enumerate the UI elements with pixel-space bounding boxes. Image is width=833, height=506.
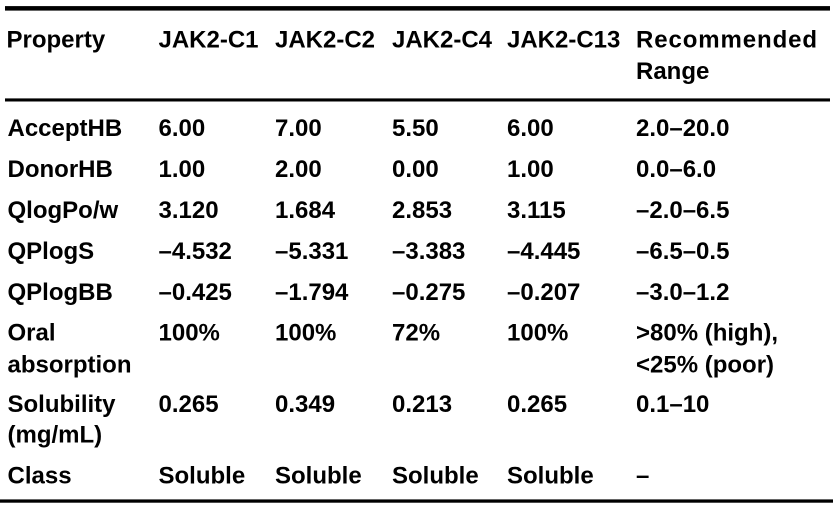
svg-text:DonorHB: DonorHB (8, 156, 113, 183)
svg-text:–4.445: –4.445 (507, 238, 580, 265)
svg-text:Class: Class (8, 463, 72, 490)
svg-text:–4.532: –4.532 (159, 238, 232, 265)
svg-text:Range: Range (636, 58, 709, 85)
svg-text:<25% (poor): <25% (poor) (636, 352, 774, 379)
svg-text:QlogPo/w: QlogPo/w (8, 197, 119, 224)
svg-text:0.0–6.0: 0.0–6.0 (636, 156, 716, 183)
svg-text:2.00: 2.00 (275, 156, 322, 183)
svg-text:6.00: 6.00 (507, 115, 554, 142)
svg-text:72%: 72% (392, 320, 440, 347)
svg-text:–0.207: –0.207 (507, 279, 580, 306)
svg-text:JAK2-C1: JAK2-C1 (159, 27, 259, 54)
svg-text:0.00: 0.00 (392, 156, 439, 183)
svg-text:3.120: 3.120 (159, 197, 219, 224)
svg-text:JAK2-C2: JAK2-C2 (275, 27, 375, 54)
svg-text:–6.5–0.5: –6.5–0.5 (636, 238, 729, 265)
svg-text:1.684: 1.684 (275, 197, 336, 224)
svg-text:–3.0–1.2: –3.0–1.2 (636, 279, 729, 306)
svg-text:JAK2-C13: JAK2-C13 (507, 27, 620, 54)
svg-text:Soluble: Soluble (159, 463, 246, 490)
svg-text:2.0–20.0: 2.0–20.0 (636, 115, 729, 142)
svg-text:(mg/mL): (mg/mL) (8, 421, 103, 448)
svg-text:6.00: 6.00 (159, 115, 206, 142)
svg-text:–1.794: –1.794 (275, 279, 349, 306)
svg-text:absorption: absorption (8, 352, 132, 379)
svg-text:0.213: 0.213 (392, 391, 452, 418)
svg-text:3.115: 3.115 (507, 197, 566, 224)
svg-text:–3.383: –3.383 (392, 238, 465, 265)
svg-text:Soluble: Soluble (275, 463, 362, 490)
svg-text:Oral: Oral (8, 320, 56, 347)
svg-text:0.349: 0.349 (275, 391, 335, 418)
svg-text:2.853: 2.853 (392, 197, 452, 224)
svg-text:–0.425: –0.425 (159, 279, 232, 306)
svg-text:100%: 100% (507, 320, 568, 347)
svg-text:1.00: 1.00 (159, 156, 206, 183)
svg-text:QPlogBB: QPlogBB (8, 279, 113, 306)
svg-text:Soluble: Soluble (392, 463, 479, 490)
svg-text:Property: Property (7, 27, 106, 54)
svg-text:–2.0–6.5: –2.0–6.5 (636, 197, 729, 224)
svg-text:100%: 100% (275, 320, 336, 347)
svg-text:Soluble: Soluble (507, 463, 594, 490)
svg-text:0.265: 0.265 (159, 391, 219, 418)
svg-text:–: – (636, 463, 649, 490)
svg-text:5.50: 5.50 (392, 115, 439, 142)
svg-text:Recommended: Recommended (636, 27, 818, 54)
svg-text:QPlogS: QPlogS (8, 238, 95, 265)
svg-text:–0.275: –0.275 (392, 279, 465, 306)
svg-text:>80% (high),: >80% (high), (636, 320, 778, 347)
svg-text:0.265: 0.265 (507, 391, 567, 418)
svg-text:0.1–10: 0.1–10 (636, 391, 709, 418)
svg-text:Solubility: Solubility (8, 391, 117, 418)
svg-text:–5.331: –5.331 (275, 238, 348, 265)
svg-text:100%: 100% (159, 320, 220, 347)
svg-text:1.00: 1.00 (507, 156, 554, 183)
svg-text:AcceptHB: AcceptHB (8, 115, 123, 142)
svg-text:JAK2-C4: JAK2-C4 (392, 27, 493, 54)
svg-text:7.00: 7.00 (275, 115, 322, 142)
